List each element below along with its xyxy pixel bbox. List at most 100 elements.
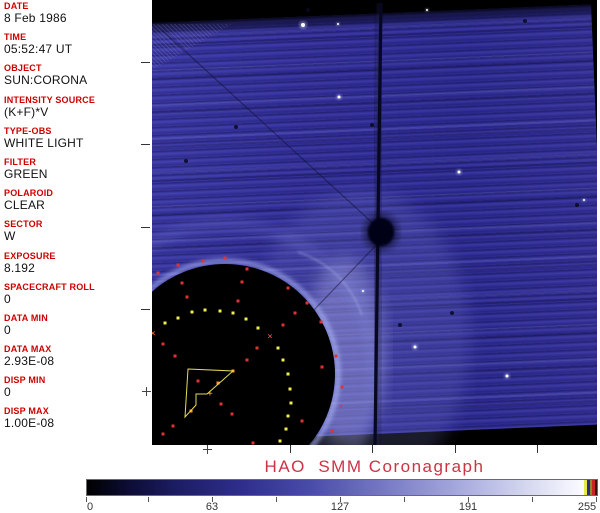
- dust-speck: [398, 323, 402, 327]
- colorbar-tick: [276, 497, 277, 502]
- calibration-dot-red: [219, 402, 223, 406]
- star-dot: [505, 374, 509, 378]
- calibration-dot-yellow: [278, 439, 282, 443]
- star-dot: [337, 95, 341, 99]
- calibration-dot-red: [330, 429, 334, 433]
- calibration-dot-yellow: [284, 427, 288, 431]
- field-label: POLAROID: [4, 188, 54, 199]
- support-wire: [161, 29, 379, 229]
- calibration-dot-red: [161, 432, 165, 436]
- disk-rim-glow: [152, 258, 341, 445]
- field-value: GREEN: [4, 166, 48, 181]
- frame-tick-left: [141, 144, 150, 145]
- dust-speck: [370, 123, 374, 127]
- calibration-dot-red: [286, 286, 290, 290]
- field-value: 2.93E-08: [4, 354, 55, 369]
- annotation-marks: × × × +: [152, 8, 586, 445]
- metadata-field: OBJECT SUN:CORONA: [4, 63, 150, 94]
- calibration-dot-red: [156, 271, 160, 275]
- colorbar-tick: [86, 497, 87, 502]
- calibration-dot-red: [176, 263, 180, 267]
- star-dot: [337, 23, 339, 25]
- star-dot: [413, 345, 417, 349]
- star-dot: [457, 170, 461, 174]
- calibration-dot-red: [180, 281, 184, 285]
- calibration-dot-red: [236, 299, 240, 303]
- coronagraph-image-canvas[interactable]: × × × +: [152, 0, 597, 445]
- calibration-dot-red: [196, 379, 200, 383]
- calibration-dot-yellow: [231, 311, 235, 315]
- colorbar-tick: [212, 497, 213, 502]
- page-title: HAO SMM Coronagraph: [264, 457, 485, 476]
- calibration-dot-red: [281, 323, 285, 327]
- calibration-dot-red: [245, 358, 249, 362]
- colorbar-label: 63: [205, 501, 219, 513]
- calibration-dot-red: [293, 311, 297, 315]
- occulter-pylon: [161, 2, 398, 445]
- metadata-field: TYPE-OBS WHITE LIGHT: [4, 126, 150, 157]
- colorbar-tick: [404, 497, 405, 502]
- calibration-dot-red: [161, 342, 165, 346]
- star-dot: [301, 23, 305, 27]
- calibration-dot-red: [245, 267, 249, 271]
- calibration-dot-red: [185, 295, 189, 299]
- field-value: 05:52:47 UT: [4, 42, 73, 57]
- field-label: EXPOSURE: [4, 250, 56, 261]
- dust-speck: [450, 311, 454, 315]
- calibration-dot-yellow: [176, 316, 180, 320]
- field-label: DISP MAX: [4, 406, 49, 417]
- region-polygon: [184, 368, 235, 419]
- star-dot: [426, 9, 428, 11]
- field-value: W: [4, 229, 16, 244]
- calibration-dot-red: [240, 280, 244, 284]
- field-label: FILTER: [4, 156, 37, 167]
- field-label: SECTOR: [4, 219, 43, 230]
- calibration-dot-red: [305, 301, 309, 305]
- calibration-dot-yellow: [289, 401, 293, 405]
- metadata-field: SECTOR W: [4, 219, 150, 250]
- field-label: TIME: [4, 32, 27, 43]
- field-value: SUN:CORONA: [4, 73, 88, 88]
- calibration-dot-red: [334, 354, 338, 358]
- calibration-dot-red: [230, 412, 234, 416]
- colorbar-stripe: [584, 480, 587, 495]
- frame-tick-bottom: [290, 445, 291, 453]
- frame-tick-left: [141, 309, 150, 310]
- star-dot: [583, 199, 585, 201]
- calibration-dot-yellow: [286, 372, 290, 376]
- frame-plus-left: [142, 387, 151, 396]
- calibration-dot-red: [173, 354, 177, 358]
- colorbar-stripe: [590, 480, 592, 495]
- calibration-dot-yellow: [276, 346, 280, 350]
- dust-speck: [575, 203, 579, 207]
- calibration-dot-red: [320, 365, 324, 369]
- field-label: SPACECRAFT ROLL: [4, 281, 95, 292]
- frame-tick-bottom: [372, 445, 373, 453]
- calibration-dot-yellow: [244, 317, 248, 321]
- dust-speck: [523, 19, 527, 23]
- field-label: OBJECT: [4, 63, 42, 74]
- calibration-dot-red: [340, 385, 344, 389]
- metadata-field: EXPOSURE 8.192: [4, 251, 150, 282]
- plus-marker: +: [207, 389, 213, 399]
- colorbar-label: 0: [86, 501, 94, 513]
- metadata-field: DISP MIN 0: [4, 375, 150, 406]
- calibration-dot-red: [223, 256, 227, 260]
- field-value: (K+F)*V: [4, 104, 49, 119]
- colorbar-label: 191: [458, 501, 478, 513]
- field-value: 0: [4, 385, 11, 400]
- calibration-dot-yellow: [288, 387, 292, 391]
- field-value: 0: [4, 322, 11, 337]
- metadata-field: POLAROID CLEAR: [4, 188, 150, 219]
- metadata-field: DATE 8 Feb 1986: [4, 1, 150, 32]
- field-value: 0: [4, 291, 11, 306]
- field-label: DATA MAX: [4, 344, 52, 355]
- frame-tick-bottom: [537, 445, 538, 453]
- calibration-dot-yellow: [218, 309, 222, 313]
- field-value: WHITE LIGHT: [4, 135, 84, 150]
- field-value: 8 Feb 1986: [4, 11, 67, 25]
- calibration-dot-red: [251, 441, 255, 445]
- x-marker: ×: [267, 332, 272, 342]
- metadata-field: SPACECRAFT ROLL 0: [4, 282, 150, 313]
- colorbar: [86, 479, 598, 496]
